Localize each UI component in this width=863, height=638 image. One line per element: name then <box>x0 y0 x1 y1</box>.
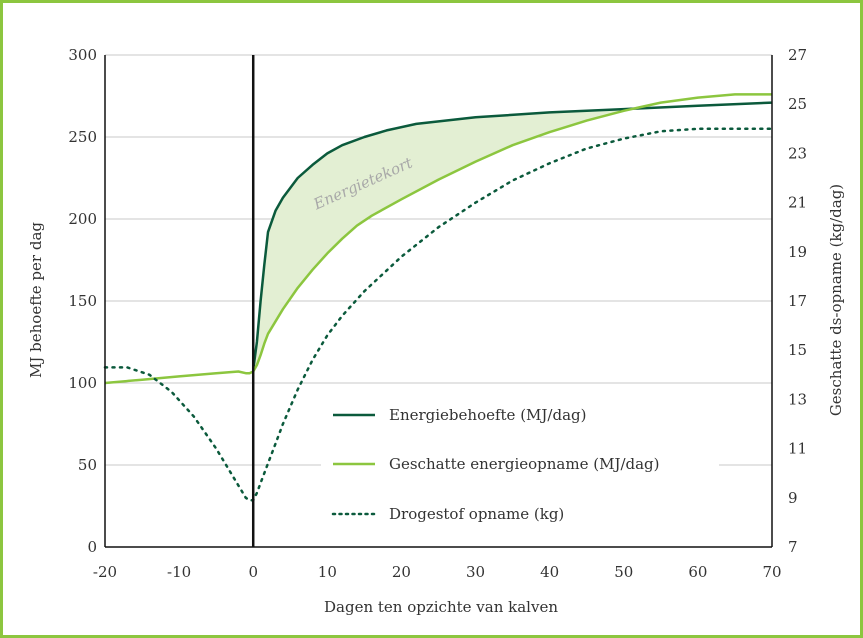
energy-deficit-area <box>253 109 621 372</box>
right-tick-label: 19 <box>788 243 807 261</box>
right-tick-label: 23 <box>788 144 807 162</box>
left-tick-label: 50 <box>78 456 97 474</box>
series-lines <box>103 93 774 502</box>
left-axis-title: MJ behoefte per dag <box>27 222 45 378</box>
left-tick-label: 100 <box>68 374 97 392</box>
legend-background <box>321 393 719 533</box>
left-tick-label: 0 <box>87 538 97 556</box>
x-tick-label: 40 <box>540 563 559 581</box>
left-tick-labels: 0 50 100 150 200 250 300 <box>68 46 97 556</box>
right-tick-label: 27 <box>788 46 807 64</box>
x-tick-label: 0 <box>248 563 258 581</box>
right-tick-label: 25 <box>788 95 807 113</box>
x-tick-label: 20 <box>392 563 411 581</box>
axes <box>104 55 773 548</box>
right-tick-labels: 7 9 11 13 15 17 19 21 23 25 27 <box>788 46 807 556</box>
x-axis-title: Dagen ten opzichte van kalven <box>324 598 558 616</box>
x-tick-label: -10 <box>167 563 191 581</box>
left-tick-label: 200 <box>68 210 97 228</box>
x-tick-label: 50 <box>614 563 633 581</box>
x-tick-label: -20 <box>93 563 117 581</box>
x-tick-labels: -20 -10 0 10 20 30 40 50 60 70 <box>93 563 782 581</box>
right-tick-label: 7 <box>788 538 798 556</box>
series-energy-need <box>251 101 773 371</box>
series-energy-intake <box>104 93 772 385</box>
x-tick-label: 60 <box>688 563 707 581</box>
legend-label-dm-intake: Drogestof opname (kg) <box>389 505 564 523</box>
legend-label-energy-intake: Geschatte energieopname (MJ/dag) <box>389 455 660 473</box>
legend: Energiebehoefte (MJ/dag) Geschatte energ… <box>321 393 719 533</box>
right-tick-label: 15 <box>788 341 807 359</box>
legend-label-energy-need: Energiebehoefte (MJ/dag) <box>389 406 586 424</box>
right-axis-title: Geschatte ds-opname (kg/dag) <box>827 184 845 416</box>
right-tick-label: 17 <box>788 292 807 310</box>
series-dm-intake <box>103 127 774 502</box>
right-tick-label: 9 <box>788 489 798 507</box>
x-tick-label: 10 <box>318 563 337 581</box>
right-tick-label: 21 <box>788 194 807 212</box>
left-tick-label: 250 <box>68 128 97 146</box>
left-tick-label: 300 <box>68 46 97 64</box>
right-tick-label: 11 <box>788 440 807 458</box>
x-tick-label: 70 <box>762 563 781 581</box>
right-tick-label: 13 <box>788 390 807 408</box>
left-tick-label: 150 <box>68 292 97 310</box>
x-tick-label: 30 <box>466 563 485 581</box>
